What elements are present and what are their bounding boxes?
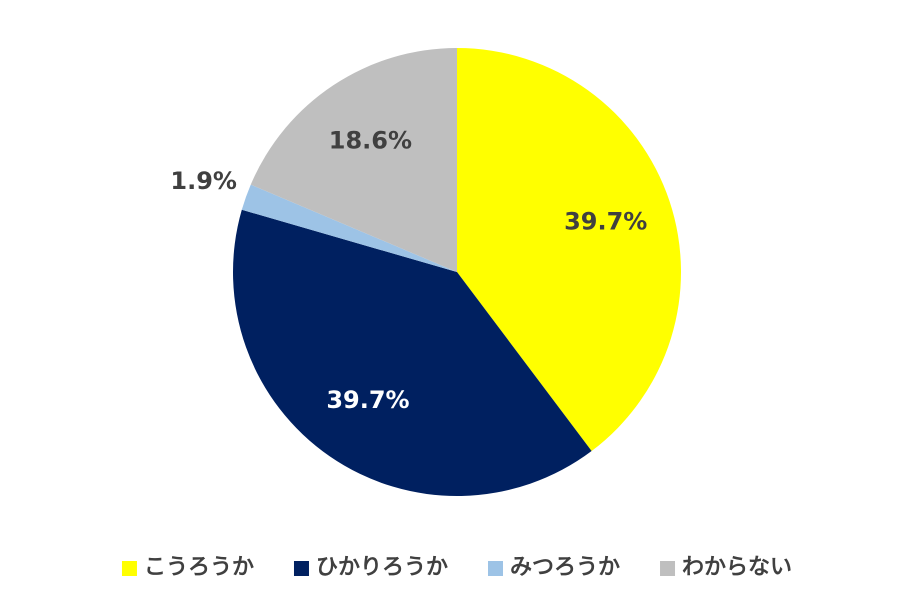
legend-swatch — [121, 561, 137, 576]
legend-swatch — [488, 561, 503, 576]
value-label: 39.7% — [564, 207, 647, 235]
legend-swatch — [293, 561, 309, 576]
legend-label: みつろうか — [510, 555, 620, 580]
pie-slice — [250, 48, 457, 272]
legend-label: ひかりろうか — [316, 555, 448, 580]
legend-label: わからない — [682, 555, 792, 580]
legend: こうろうか ひかりろうか みつろうか わからない — [121, 555, 792, 580]
value-label: 18.6% — [329, 126, 412, 154]
value-label: 39.7% — [326, 386, 409, 414]
pie-slice — [233, 209, 592, 497]
legend-swatch — [660, 561, 676, 576]
pie-slice — [457, 48, 682, 452]
value-label: 1.9% — [170, 167, 237, 195]
legend-label: こうろうか — [144, 555, 254, 580]
pie-slice — [241, 184, 457, 272]
